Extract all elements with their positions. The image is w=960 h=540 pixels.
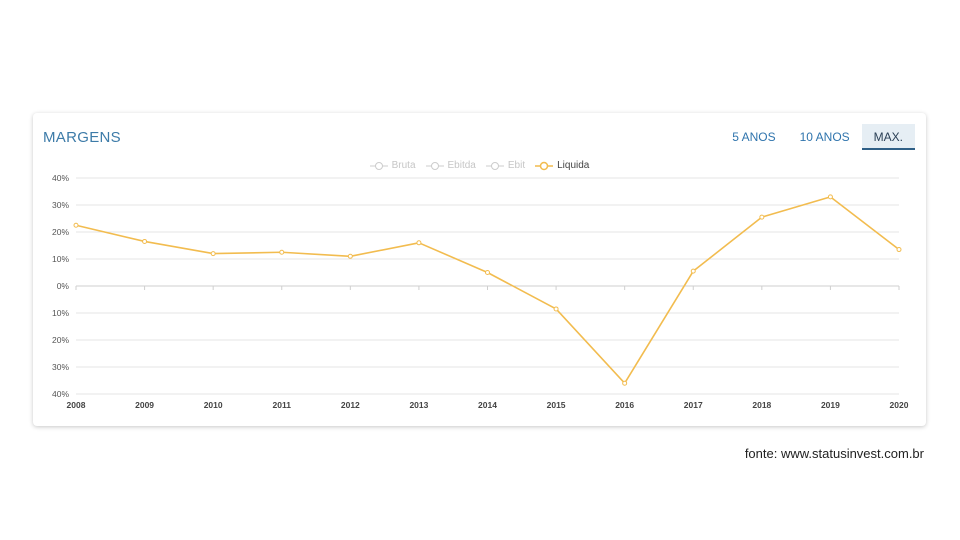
y-tick-label: 40% [52,173,69,183]
data-point [485,270,490,275]
legend-label-ebit: Ebit [507,160,526,171]
y-tick-label: 0% [57,281,70,291]
data-point [347,253,353,259]
y-tick-label: 10% [52,308,69,318]
tab-10-anos[interactable]: 10 ANOS [799,130,850,144]
tab-5-anos[interactable]: 5 ANOS [732,130,776,144]
period-tabs: 5 ANOS 10 ANOS MAX. [720,124,915,150]
data-point [416,240,422,246]
x-tick-label: 2017 [684,400,703,410]
legend-item-ebit[interactable]: Ebit [485,160,526,171]
legend-marker-ebitda [425,161,444,170]
tab-max[interactable]: MAX. [861,124,915,150]
y-tick-label: 40% [52,389,69,399]
x-tick-label: 2020 [890,400,909,410]
source-footer: fonte: www.statusinvest.com.br [744,446,924,461]
legend-label-bruta: Bruta [391,160,416,171]
x-tick-label: 2008 [67,400,86,410]
data-point [759,214,765,220]
legend-marker-bruta [369,161,388,170]
x-tick-label: 2016 [615,400,634,410]
data-point [73,222,79,228]
data-point [279,249,285,255]
y-tick-label: 20% [52,227,69,237]
legend-item-liquida[interactable]: Liquida [535,160,589,171]
y-tick-label: 10% [52,254,69,264]
margins-card: MARGENS 5 ANOS 10 ANOS MAX. Bruta Ebitda… [33,113,926,426]
x-tick-label: 2009 [135,400,154,410]
x-tick-label: 2011 [273,400,292,410]
data-point [622,380,628,386]
x-tick-label: 2019 [821,400,840,410]
legend-label-liquida: Liquida [557,160,590,171]
y-tick-label: 20% [52,335,69,345]
x-tick-label: 2018 [752,400,771,410]
data-point [827,194,833,200]
x-tick-label: 2015 [547,400,566,410]
y-tick-label: 30% [52,200,69,210]
data-point [553,306,559,312]
data-point [690,268,696,274]
data-point [142,238,148,244]
x-tick-label: 2014 [478,400,497,410]
series-line [75,196,900,385]
legend-label-ebitda: Ebitda [447,160,476,171]
data-point [896,247,902,253]
chart-legend: Bruta Ebitda Ebit Liquida [33,160,926,171]
margins-line-chart: 40%30%20%10%0%10%20%30%40%2008 2009 2010 20… [52,173,909,410]
legend-item-bruta[interactable]: Bruta [369,160,416,171]
legend-marker-ebit [485,161,504,170]
legend-marker-liquida [535,161,554,170]
data-point [210,251,216,257]
x-tick-label: 2010 [204,400,223,410]
card-title: MARGENS [43,129,121,146]
x-tick-label: 2012 [341,400,360,410]
x-tick-label: 2013 [409,400,428,410]
y-tick-label: 30% [52,362,69,372]
legend-item-ebitda[interactable]: Ebitda [425,160,476,171]
